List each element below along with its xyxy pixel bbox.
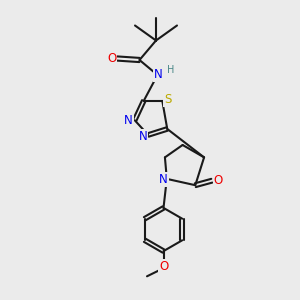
Text: N: N [138,130,147,143]
Text: O: O [159,260,168,273]
Text: N: N [159,173,168,186]
Text: O: O [214,174,223,187]
Text: H: H [167,64,175,75]
Text: S: S [164,93,171,106]
Text: N: N [124,114,133,127]
Text: O: O [107,52,116,65]
Text: N: N [154,68,163,82]
